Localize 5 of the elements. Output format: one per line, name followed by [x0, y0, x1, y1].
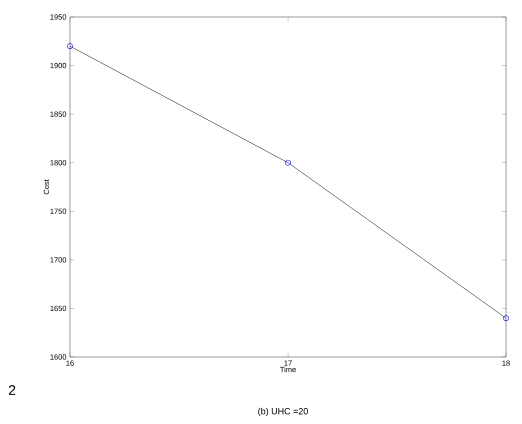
point	[285, 160, 291, 166]
point	[503, 315, 509, 322]
text: 2	[8, 385, 16, 395]
point	[67, 43, 73, 50]
text: (b) UHC =20	[258, 408, 308, 416]
